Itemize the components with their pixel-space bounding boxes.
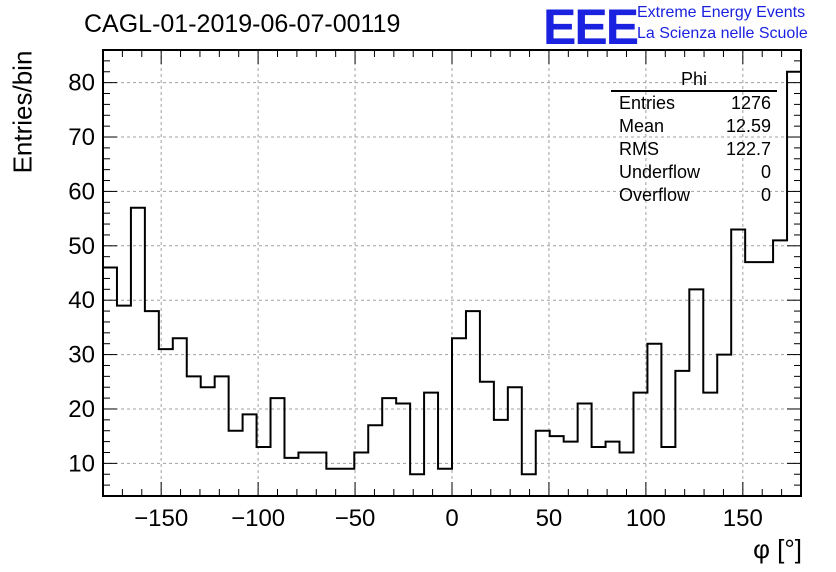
- stats-row-underflow: Underflow 0: [611, 161, 777, 184]
- x-tick-label: −100: [231, 505, 285, 532]
- axis-ticks: [102, 49, 802, 497]
- tick-labels: −150 −100 −50 0 50 100 150 10 20 30 40 50 60 70 80: [68, 70, 763, 532]
- stats-label: Entries: [619, 93, 676, 113]
- y-tick-label: 40: [68, 287, 95, 314]
- x-tick-label: 50: [536, 505, 563, 532]
- histogram-line: [103, 70, 801, 476]
- x-tick-label: −50: [335, 505, 376, 532]
- y-tick-label: 80: [68, 70, 95, 97]
- stats-box: Phi Entries 1276 Mean 12.59 RMS 122.7 Under…: [611, 68, 777, 207]
- stats-row-overflow: Overflow 0: [611, 184, 777, 207]
- y-tick-label: 60: [68, 178, 95, 205]
- plot-frame: [102, 49, 802, 497]
- x-axis-label: φ [°]: [753, 534, 802, 564]
- stats-value: 0: [760, 162, 771, 182]
- brand-line-2: La Scienza nelle Scuole: [637, 25, 808, 42]
- y-tick-label: 20: [68, 396, 95, 423]
- x-tick-label: −150: [134, 505, 188, 532]
- stats-label: Mean: [619, 116, 665, 136]
- y-tick-label: 10: [68, 450, 95, 477]
- stats-value: 122.7: [725, 139, 771, 159]
- x-tick-label: 150: [723, 505, 763, 532]
- chart-title: CAGL-01-2019-06-07-00119: [84, 10, 401, 38]
- stats-label: RMS: [619, 139, 659, 159]
- x-tick-label: 0: [445, 505, 458, 532]
- stats-label: Overflow: [619, 185, 691, 205]
- y-axis-label-box: Entries/bin: [6, 42, 40, 182]
- y-tick-label: 70: [68, 124, 95, 151]
- stats-value: 1276: [730, 93, 771, 113]
- y-axis-label: Entries/bin: [7, 50, 38, 174]
- stats-row-rms: RMS 122.7: [611, 138, 777, 161]
- brand-line-1: Extreme Energy Events: [637, 4, 806, 21]
- stats-value: 0: [760, 185, 771, 205]
- stats-value: 12.59: [725, 116, 771, 136]
- eee-logo: EEE: [543, 0, 639, 55]
- stats-row-entries: Entries 1276: [611, 92, 777, 115]
- stats-row-mean: Mean 12.59: [611, 115, 777, 138]
- stats-title: Phi: [611, 68, 777, 92]
- stats-label: Underflow: [619, 162, 701, 182]
- x-tick-label: 100: [626, 505, 666, 532]
- y-tick-label: 30: [68, 342, 95, 369]
- y-tick-label: 50: [68, 233, 95, 260]
